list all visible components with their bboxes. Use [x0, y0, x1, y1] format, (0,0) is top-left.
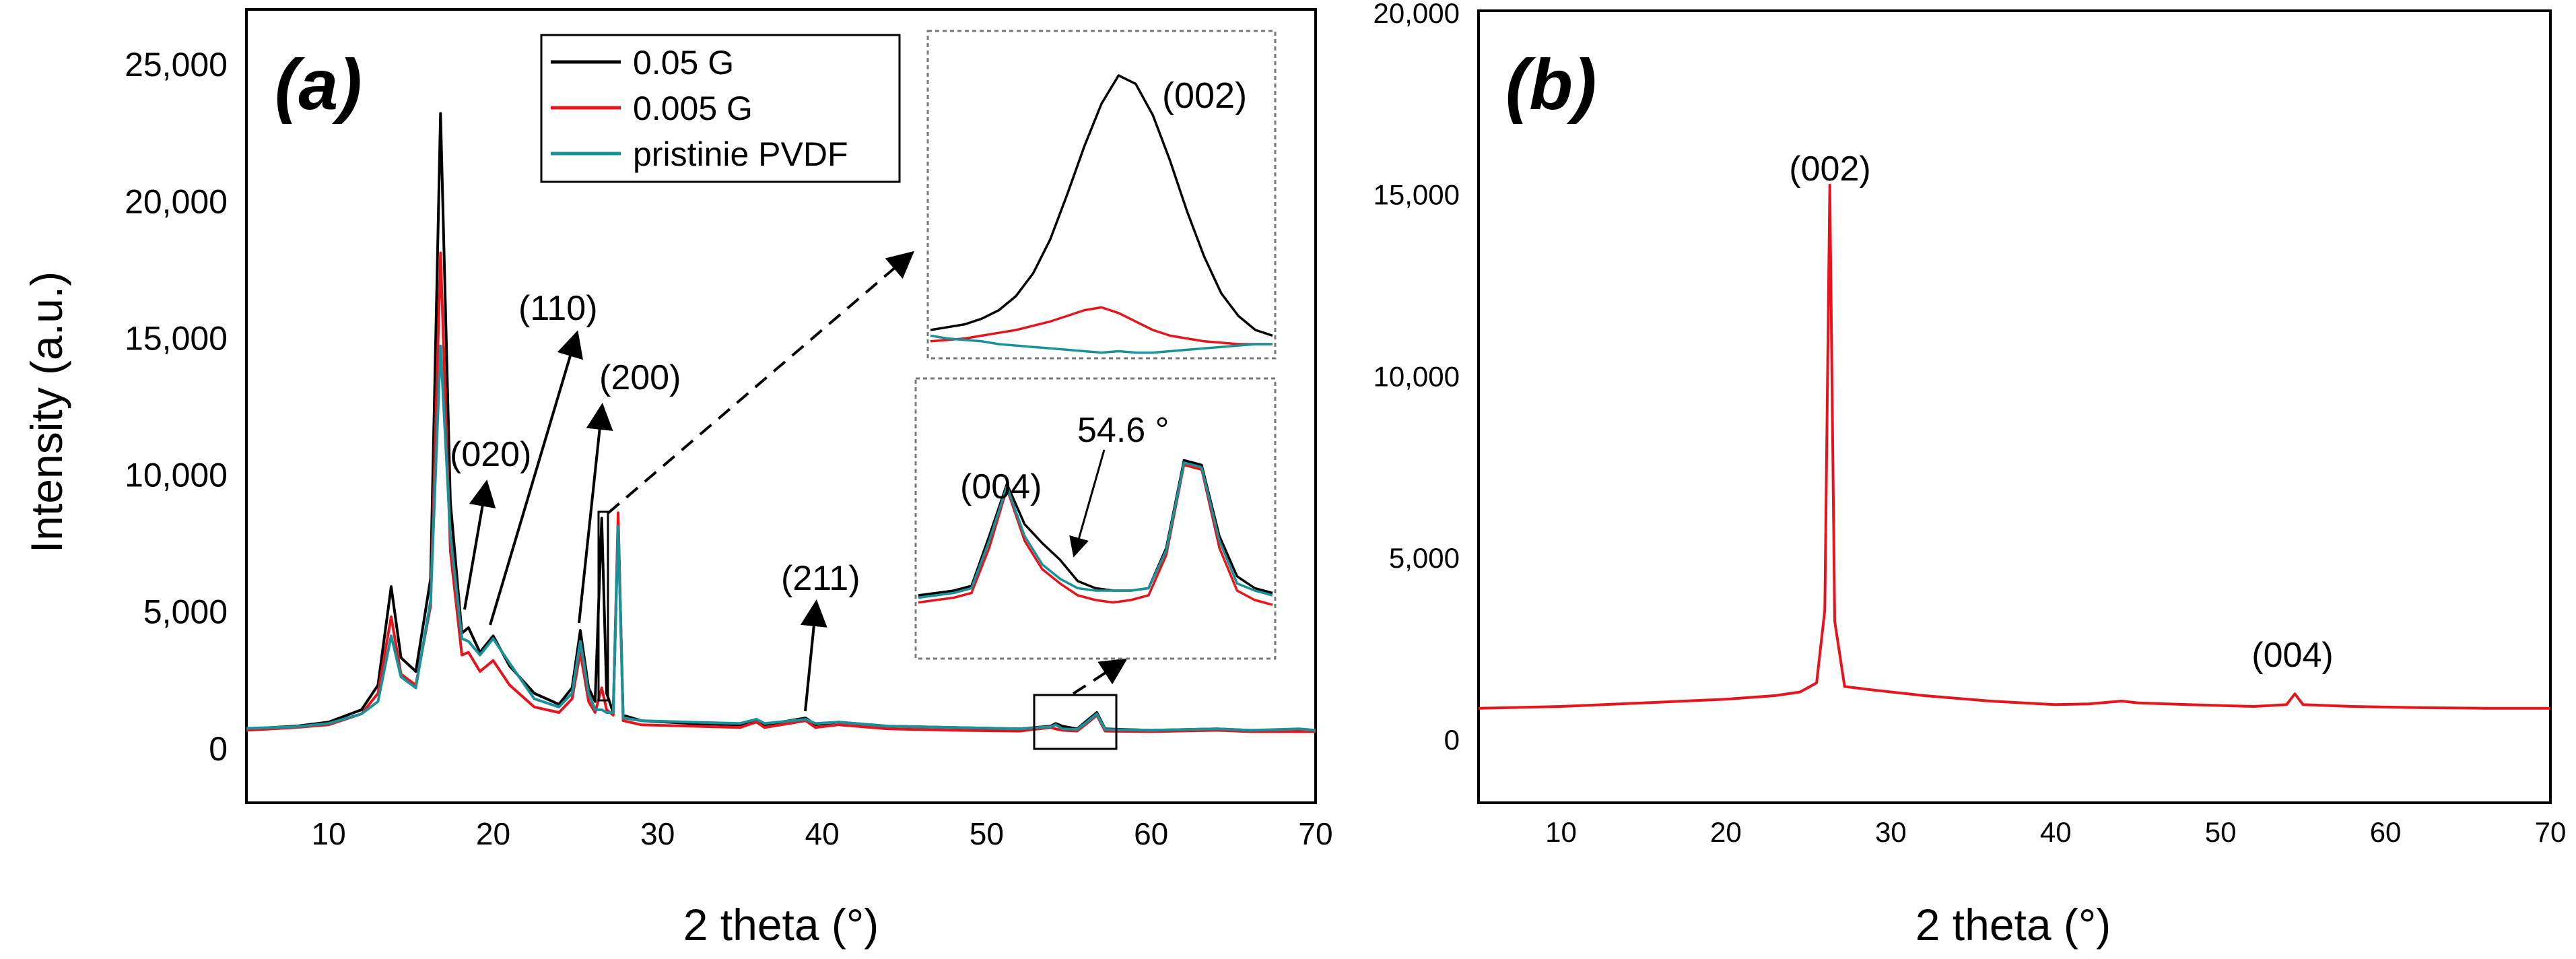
peak-arrow-211: [800, 599, 827, 712]
panel-a-x-tick-label: 60: [1134, 816, 1168, 851]
panel-b-series: [1478, 183, 2550, 710]
peak-arrow-110: [489, 330, 584, 626]
panel-a-x-ticks: 10 20 30 40 50 60 70: [312, 816, 1333, 851]
inset-002-series: [930, 74, 1273, 354]
zoom-box-004: [1033, 694, 1118, 750]
inset-004-angle-arrow: [1069, 449, 1106, 558]
inset-002-frame: [926, 30, 1277, 360]
panel-a-series: [246, 112, 1316, 733]
peak-label-020: (020): [450, 435, 531, 474]
inset-004-angle-label: 54.6 °: [1077, 411, 1169, 450]
panel-a-x-tick-label: 20: [476, 816, 510, 851]
panel-a-x-tick-label: 50: [970, 816, 1004, 851]
panel-a-x-tick-label: 30: [640, 816, 675, 851]
inset-004: (004) 54.6 °: [914, 377, 1277, 660]
inset-004-series-line-2: [918, 461, 1273, 599]
panel-b-x-tick-label: 40: [2040, 816, 2072, 848]
inset-004-label: (004): [960, 467, 1042, 506]
panel-a-y-tick-label: 20,000: [125, 183, 228, 220]
panel-b-series-line-0: [1478, 183, 2550, 710]
panel-a-y-tick-label: 15,000: [125, 319, 228, 357]
panel-a-x-tick-label: 40: [805, 816, 839, 851]
peak-label-200: (200): [599, 358, 681, 397]
panel-b-label: (b): [1505, 45, 1596, 125]
panel-a-y-tick-label: 5,000: [143, 593, 228, 631]
peak-label-b-002: (002): [1789, 150, 1870, 189]
panel-b-x-tick-label: 30: [1875, 816, 1907, 848]
panel-a-series-line-2: [246, 344, 1316, 732]
inset-002-series-line-0: [930, 74, 1273, 337]
panel-b-x-tick-label: 60: [2370, 816, 2402, 848]
legend-entry-0: 0.05 G: [633, 44, 734, 81]
legend-entry-1: 0.005 G: [633, 90, 753, 127]
peak-label-211: (211): [781, 559, 860, 598]
panel-b-x-ticks: 10 20 30 40 50 60 70: [1545, 816, 2566, 848]
inset-002-series-line-2: [930, 334, 1273, 354]
zoom-pointer-004: [1072, 658, 1128, 695]
inset-002-label: (002): [1162, 75, 1247, 116]
panel-b-y-ticks: 0 5,000 10,000 15,000 20,000: [1374, 0, 1460, 756]
panel-a-y-tick-label: 0: [209, 730, 228, 768]
peak-label-b-004: (004): [2251, 636, 2333, 675]
panel-b-y-tick-label: 15,000: [1374, 179, 1460, 211]
panel-b-plot-frame: [1477, 9, 2552, 804]
inset-004-series: [918, 459, 1273, 606]
panel-b-y-tick-label: 0: [1444, 724, 1460, 756]
inset-004-series-line-1: [918, 463, 1273, 606]
panel-b-x-tick-label: 70: [2535, 816, 2567, 848]
panel-a-y-tick-label: 25,000: [125, 46, 228, 84]
inset-002: (002): [926, 30, 1277, 360]
panel-a-legend: 0.05 G 0.005 G pristinie PVDF: [540, 34, 901, 183]
peak-arrow-020: [463, 480, 496, 610]
zoom-pointer-002: [607, 251, 915, 515]
panel-b-x-tick-label: 10: [1545, 816, 1577, 848]
panel-b-x-axis-label: 2 theta (°): [1916, 900, 2111, 950]
inset-002-series-line-1: [930, 306, 1273, 345]
legend-entry-2: pristinie PVDF: [633, 135, 848, 173]
panel-b-y-tick-label: 5,000: [1389, 542, 1460, 574]
panel-a-label: (a): [275, 45, 362, 125]
panel-b-y-tick-label: 10,000: [1374, 360, 1460, 392]
panel-b-x-tick-label: 20: [1710, 816, 1742, 848]
panel-a-y-axis-label: Intensity (a.u.): [22, 271, 71, 553]
panel-a-x-tick-label: 10: [312, 816, 346, 851]
zoom-box-002: [597, 510, 609, 702]
peak-label-110: (110): [518, 289, 598, 328]
panel-b-x-tick-label: 50: [2205, 816, 2237, 848]
panel-a: 0 5,000 10,000 15,000 20,000 25,000 10 20 30 40 5…: [22, 8, 1333, 950]
peak-arrow-200: [578, 403, 613, 624]
panel-a-y-tick-label: 10,000: [125, 457, 228, 494]
panel-a-y-ticks: 0 5,000 10,000 15,000 20,000 25,000: [125, 46, 228, 768]
panel-a-x-axis-label: 2 theta (°): [683, 900, 879, 950]
panel-a-x-tick-label: 70: [1298, 816, 1332, 851]
panel-b-y-tick-label: 20,000: [1374, 0, 1460, 29]
